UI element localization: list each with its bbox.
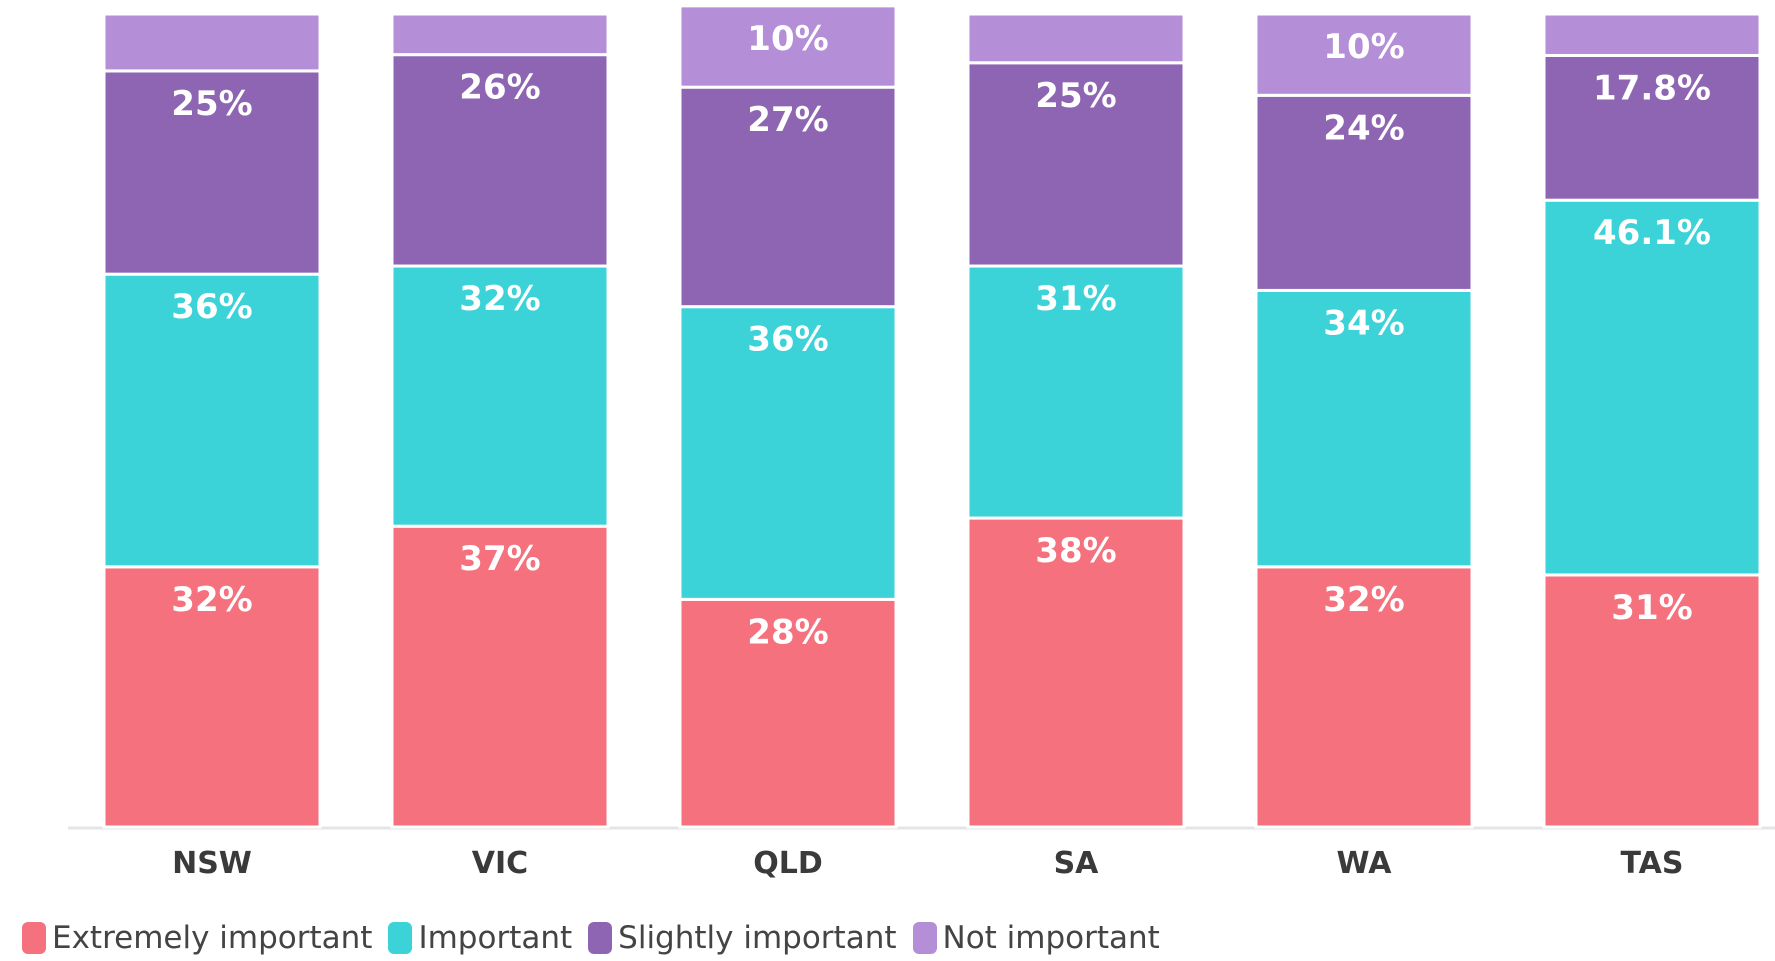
bar-segment <box>390 53 610 268</box>
x-tick-label: NSW <box>172 846 252 881</box>
bar-segment <box>1542 573 1762 829</box>
data-label: 31% <box>1611 588 1692 628</box>
bar-segment <box>678 597 898 829</box>
x-tick-label: QLD <box>753 846 823 881</box>
bar-segment <box>102 12 322 73</box>
data-label: 46.1% <box>1593 213 1711 253</box>
data-label: 10% <box>747 19 828 59</box>
legend-swatch <box>388 922 413 954</box>
data-label: 32% <box>171 580 252 620</box>
data-label: 24% <box>1323 108 1404 148</box>
bar-segment <box>102 272 322 569</box>
x-tick-label: SA <box>1054 846 1100 881</box>
legend-item: Important <box>388 920 572 956</box>
bar-segment <box>1542 12 1762 57</box>
legend-swatch <box>588 922 613 954</box>
bar-segment <box>966 516 1186 829</box>
bar-segment <box>966 12 1186 65</box>
bar-segment <box>390 264 610 528</box>
bar-segment <box>678 85 898 309</box>
legend-label: Slightly important <box>618 920 897 956</box>
bar-segment <box>678 305 898 601</box>
legend-item: Slightly important <box>588 920 897 956</box>
data-label: 32% <box>459 279 540 319</box>
bar-segment <box>390 12 610 57</box>
bar-segment <box>1254 12 1474 97</box>
data-label: 25% <box>171 84 252 124</box>
bar-segment <box>966 264 1186 520</box>
legend-item: Extremely important <box>22 920 372 956</box>
bar-segment <box>1254 93 1474 292</box>
x-tick-label: TAS <box>1621 846 1684 881</box>
legend-item: Not important <box>912 920 1160 956</box>
bar-segment <box>390 524 610 829</box>
bar-segment <box>1542 198 1762 577</box>
data-label: 10% <box>1323 27 1404 67</box>
legend-label: Important <box>418 920 573 956</box>
bar-segment <box>1254 288 1474 569</box>
legend-label: Not important <box>942 920 1160 956</box>
x-tick-label: VIC <box>472 846 528 881</box>
data-label: 26% <box>459 68 540 108</box>
data-label: 34% <box>1323 303 1404 343</box>
legend-label: Extremely important <box>52 920 373 956</box>
data-label: 31% <box>1035 279 1116 319</box>
data-label: 28% <box>747 612 828 652</box>
legend-swatch <box>912 922 937 954</box>
x-tick-label: WA <box>1337 846 1393 881</box>
data-label: 38% <box>1035 531 1116 571</box>
data-label: 27% <box>747 100 828 140</box>
legend-swatch <box>22 922 46 954</box>
data-label: 25% <box>1035 76 1116 116</box>
bar-segment <box>966 61 1186 268</box>
data-label: 37% <box>459 539 540 579</box>
data-label: 36% <box>747 320 828 360</box>
data-label: 36% <box>171 287 252 327</box>
data-label: 17.8% <box>1593 68 1711 108</box>
bar-segment <box>678 4 898 89</box>
data-label: 32% <box>1323 580 1404 620</box>
bar-segment <box>1254 565 1474 829</box>
bar-segment <box>102 565 322 829</box>
legend: Extremely important Important Slightly imp… <box>22 920 1160 956</box>
bar-segment <box>1542 53 1762 202</box>
